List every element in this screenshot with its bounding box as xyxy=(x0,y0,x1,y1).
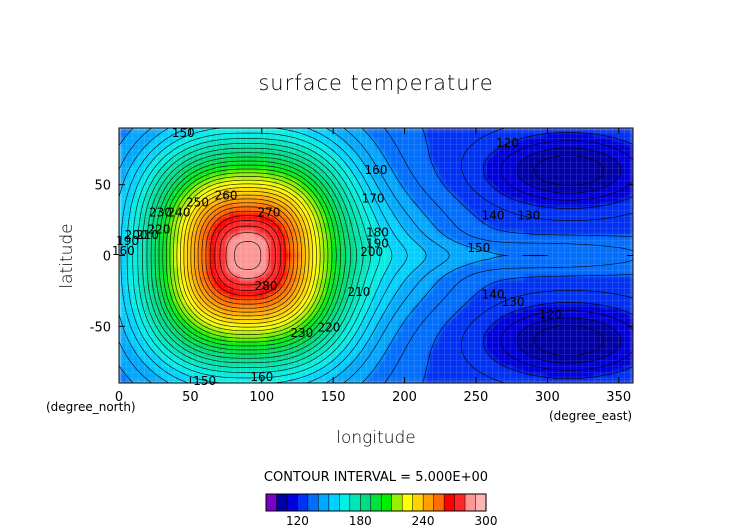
plot-area: 1501602702602502402302202102001901601701… xyxy=(90,126,634,405)
chart-title: surface temperature xyxy=(258,71,493,95)
